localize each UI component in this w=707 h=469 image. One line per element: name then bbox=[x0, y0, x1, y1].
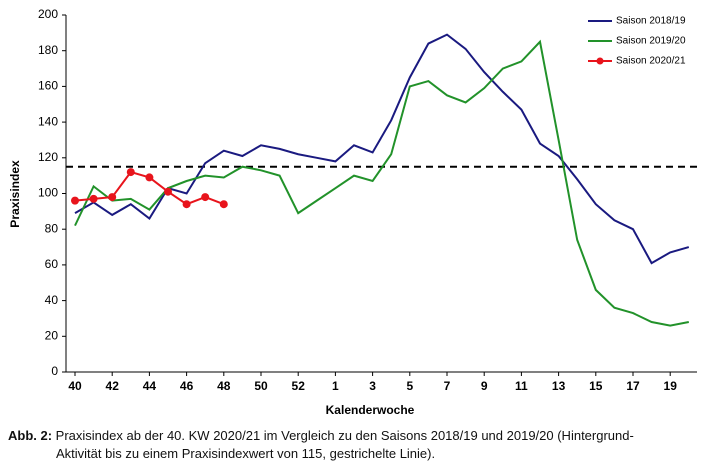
caption-text: Aktivität bis zu einem Praxisindexwert v… bbox=[56, 446, 436, 461]
y-tick-label: 20 bbox=[45, 328, 59, 342]
x-tick-label: 5 bbox=[406, 379, 413, 393]
x-tick-label: 42 bbox=[106, 379, 120, 393]
data-point bbox=[164, 187, 172, 196]
caption-label: Abb. 2: bbox=[8, 428, 53, 443]
x-tick-label: 19 bbox=[664, 379, 678, 393]
caption: Abb. 2: Praxisindex ab der 40. KW 2020/2… bbox=[8, 427, 703, 463]
y-tick-label: 100 bbox=[38, 186, 58, 200]
data-point bbox=[89, 194, 98, 203]
data-point bbox=[201, 193, 210, 202]
x-tick-label: 7 bbox=[444, 379, 451, 393]
x-tick-label: 44 bbox=[143, 379, 157, 393]
y-tick-label: 200 bbox=[38, 7, 58, 21]
y-tick-label: 80 bbox=[45, 221, 59, 235]
y-tick-label: 60 bbox=[45, 257, 59, 271]
x-tick-label: 17 bbox=[626, 379, 640, 393]
x-tick-label: 11 bbox=[515, 379, 528, 393]
y-tick-label: 120 bbox=[38, 150, 58, 164]
x-tick-label: 15 bbox=[589, 379, 603, 393]
y-tick-label: 160 bbox=[38, 79, 58, 93]
series-line bbox=[74, 39, 689, 327]
data-point bbox=[108, 193, 117, 202]
x-tick-label: 13 bbox=[552, 379, 566, 393]
series-line bbox=[74, 33, 690, 265]
y-tick-label: 180 bbox=[38, 43, 58, 57]
data-point bbox=[71, 196, 79, 205]
data-point bbox=[219, 200, 228, 209]
y-axis-label: Praxisindex bbox=[8, 160, 22, 228]
chart: Praxisindex Kalenderwoche 02040608010012… bbox=[8, 7, 697, 417]
caption-text: Praxisindex ab der 40. KW 2020/21 im Ver… bbox=[52, 428, 634, 443]
data-point bbox=[182, 200, 191, 209]
x-tick-label: 9 bbox=[481, 379, 488, 393]
legend-label: Saison 2018/19 bbox=[616, 16, 686, 27]
legend-label: Saison 2019/20 bbox=[616, 36, 686, 47]
x-axis-label: Kalenderwoche bbox=[326, 403, 415, 417]
data-point bbox=[126, 168, 135, 177]
x-tick-label: 50 bbox=[254, 379, 268, 393]
y-tick-label: 40 bbox=[45, 293, 59, 307]
legend-label: Saison 2020/21 bbox=[616, 56, 686, 67]
y-tick-label: 0 bbox=[51, 364, 58, 378]
y-tick-label: 140 bbox=[38, 114, 58, 128]
x-tick-label: 52 bbox=[292, 379, 306, 393]
x-tick-label: 46 bbox=[180, 379, 194, 393]
legend-marker bbox=[596, 57, 604, 65]
x-tick-label: 48 bbox=[217, 379, 231, 393]
data-point bbox=[145, 173, 154, 182]
x-tick-label: 3 bbox=[369, 379, 376, 393]
x-tick-label: 1 bbox=[332, 379, 339, 393]
x-tick-label: 40 bbox=[68, 379, 82, 393]
